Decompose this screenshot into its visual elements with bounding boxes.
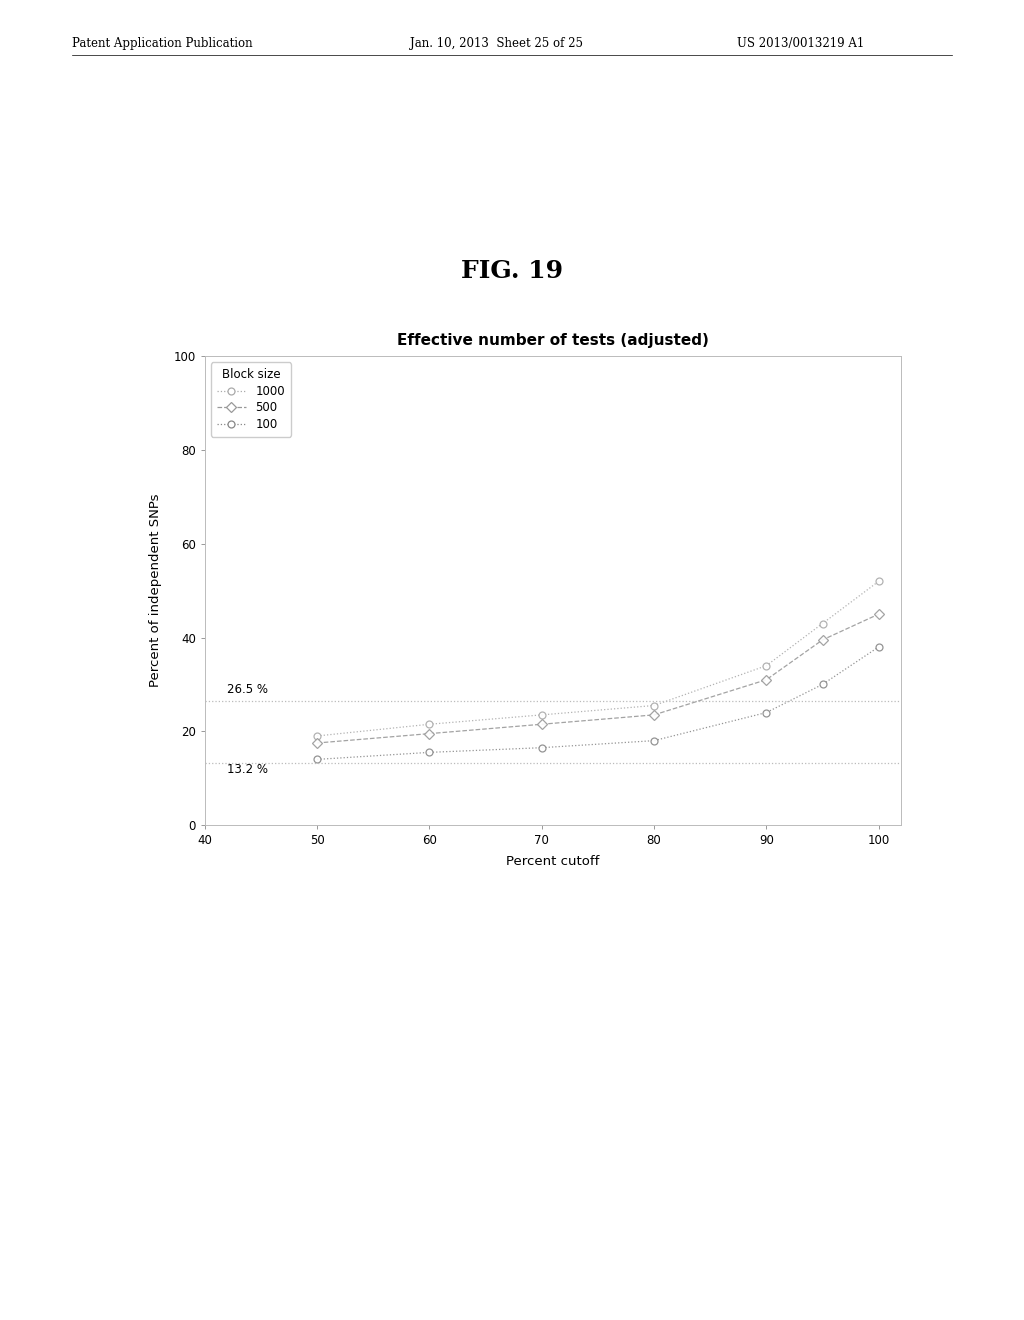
Title: Effective number of tests (adjusted): Effective number of tests (adjusted) [397, 333, 709, 348]
Text: FIG. 19: FIG. 19 [461, 259, 563, 282]
Text: 26.5 %: 26.5 % [227, 684, 268, 696]
Text: Jan. 10, 2013  Sheet 25 of 25: Jan. 10, 2013 Sheet 25 of 25 [410, 37, 583, 50]
X-axis label: Percent cutoff: Percent cutoff [506, 855, 600, 869]
Text: US 2013/0013219 A1: US 2013/0013219 A1 [737, 37, 864, 50]
Text: Patent Application Publication: Patent Application Publication [72, 37, 252, 50]
Text: 13.2 %: 13.2 % [227, 763, 268, 776]
Y-axis label: Percent of independent SNPs: Percent of independent SNPs [150, 494, 163, 688]
Legend: 1000, 500, 100: 1000, 500, 100 [211, 362, 291, 437]
